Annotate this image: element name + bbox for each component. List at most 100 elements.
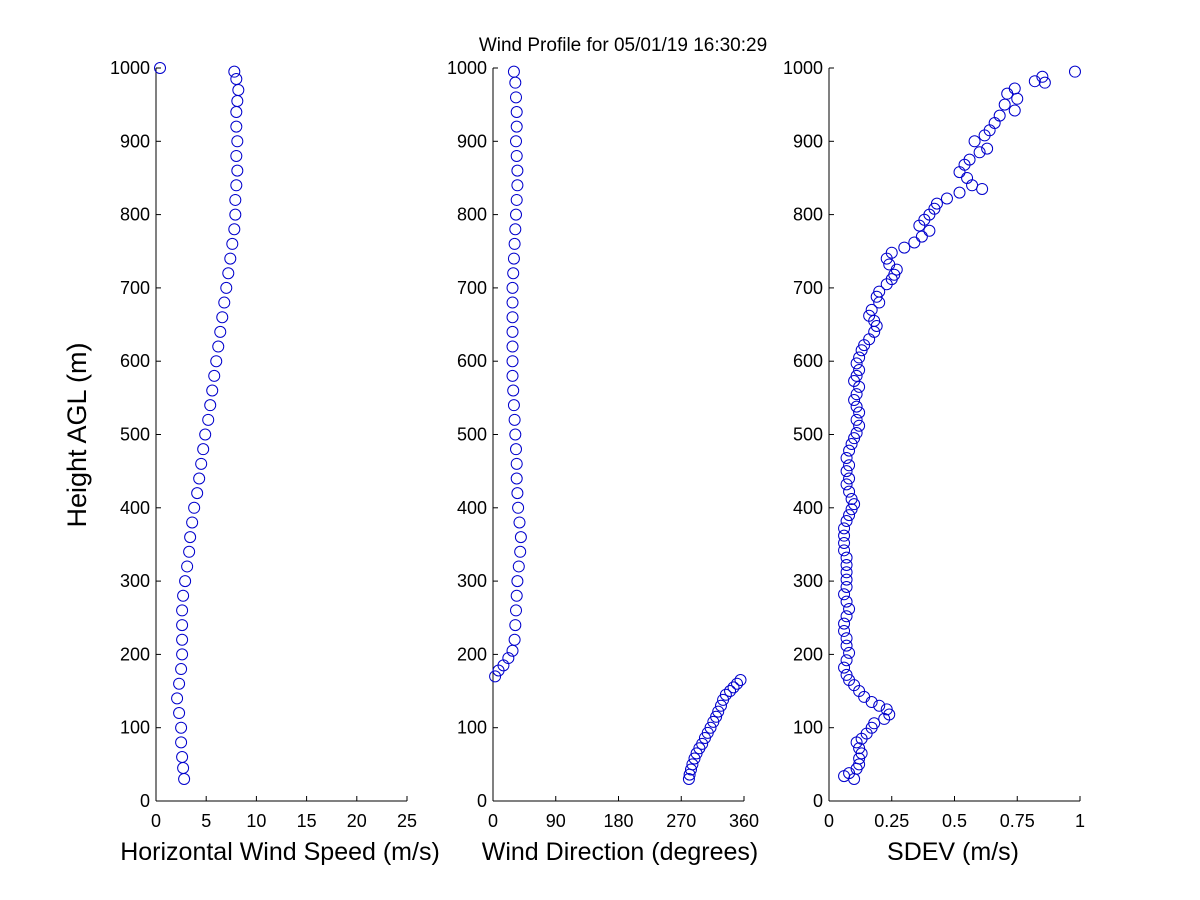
data-point — [510, 472, 523, 485]
data-point — [838, 544, 851, 557]
y-tick-label: 300 — [120, 571, 150, 591]
data-point — [508, 633, 521, 646]
data-point — [840, 551, 853, 564]
data-point — [843, 459, 856, 472]
data-point — [230, 120, 243, 133]
data-point — [232, 83, 245, 96]
data-point — [838, 617, 851, 630]
data-point — [1068, 65, 1081, 78]
data-point — [840, 558, 853, 571]
data-point — [1038, 76, 1051, 89]
data-point — [845, 438, 858, 451]
data-point — [850, 400, 863, 413]
data-point — [228, 223, 241, 236]
data-point — [231, 94, 244, 107]
data-point — [908, 236, 921, 249]
data-point — [231, 164, 244, 177]
data-point — [843, 646, 856, 659]
data-point — [843, 485, 856, 498]
data-point — [853, 351, 866, 364]
y-tick-label: 0 — [140, 791, 150, 811]
data-point — [913, 219, 926, 232]
data-point — [724, 685, 737, 698]
data-point — [840, 610, 853, 623]
y-tick-label: 400 — [457, 498, 487, 518]
data-point — [175, 736, 188, 749]
data-point — [212, 340, 225, 353]
data-point — [1036, 70, 1049, 83]
data-point — [850, 413, 863, 426]
data-point — [229, 193, 242, 206]
data-point — [173, 707, 186, 720]
data-point — [507, 267, 520, 280]
data-point — [210, 355, 223, 368]
data-point — [727, 681, 740, 694]
data-point — [840, 478, 853, 491]
y-tick-label: 300 — [793, 571, 823, 591]
data-point — [216, 311, 229, 324]
data-point — [840, 632, 853, 645]
x-tick-label: 360 — [729, 811, 759, 831]
data-point — [981, 142, 994, 155]
data-point — [868, 325, 881, 338]
chart-title: Wind Profile for 05/01/19 16:30:29 — [479, 35, 767, 56]
data-point — [880, 252, 893, 265]
y-tick-label: 1000 — [110, 58, 150, 78]
data-point — [511, 179, 524, 192]
x-tick-label: 180 — [603, 811, 633, 831]
y-tick-label: 600 — [793, 351, 823, 371]
data-point — [178, 773, 191, 786]
data-point — [507, 65, 520, 78]
data-point — [506, 644, 519, 657]
y-tick-label: 0 — [813, 791, 823, 811]
data-point — [181, 560, 194, 573]
data-point — [838, 522, 851, 535]
data-point — [226, 237, 239, 250]
data-point — [1028, 75, 1041, 88]
data-point — [961, 171, 974, 184]
data-point — [966, 179, 979, 192]
data-point — [184, 531, 197, 544]
y-tick-label: 1000 — [783, 58, 823, 78]
y-tick-label: 800 — [793, 205, 823, 225]
data-point — [222, 267, 235, 280]
data-point — [993, 109, 1006, 122]
data-point — [1008, 104, 1021, 117]
data-point — [511, 487, 524, 500]
x-axis-label-speed: Horizontal Wind Speed (m/s) — [120, 838, 440, 866]
data-point — [176, 751, 189, 764]
data-point — [853, 419, 866, 432]
data-point — [707, 715, 720, 728]
data-point — [228, 65, 241, 78]
data-point — [218, 296, 231, 309]
data-point — [840, 580, 853, 593]
x-tick-label: 25 — [397, 811, 417, 831]
data-point — [731, 677, 744, 690]
y-tick-label: 700 — [120, 278, 150, 298]
data-point — [506, 355, 519, 368]
data-point — [510, 135, 523, 148]
data-point — [510, 457, 523, 470]
data-point — [230, 179, 243, 192]
data-point — [940, 192, 953, 205]
data-point — [513, 516, 526, 529]
data-point — [850, 388, 863, 401]
y-tick-label: 1000 — [447, 58, 487, 78]
data-point — [193, 472, 206, 485]
data-point — [898, 241, 911, 254]
y-tick-label: 700 — [793, 278, 823, 298]
y-tick-label: 900 — [793, 131, 823, 151]
y-tick-label: 600 — [120, 351, 150, 371]
data-point — [690, 747, 703, 760]
y-tick-label: 600 — [457, 351, 487, 371]
data-point — [506, 311, 519, 324]
data-point — [230, 149, 243, 162]
data-point — [214, 325, 227, 338]
data-point — [865, 696, 878, 709]
data-point — [838, 536, 851, 549]
y-tick-label: 500 — [120, 425, 150, 445]
x-tick-label: 0.5 — [942, 811, 967, 831]
data-point — [878, 712, 891, 725]
data-point — [953, 166, 966, 179]
